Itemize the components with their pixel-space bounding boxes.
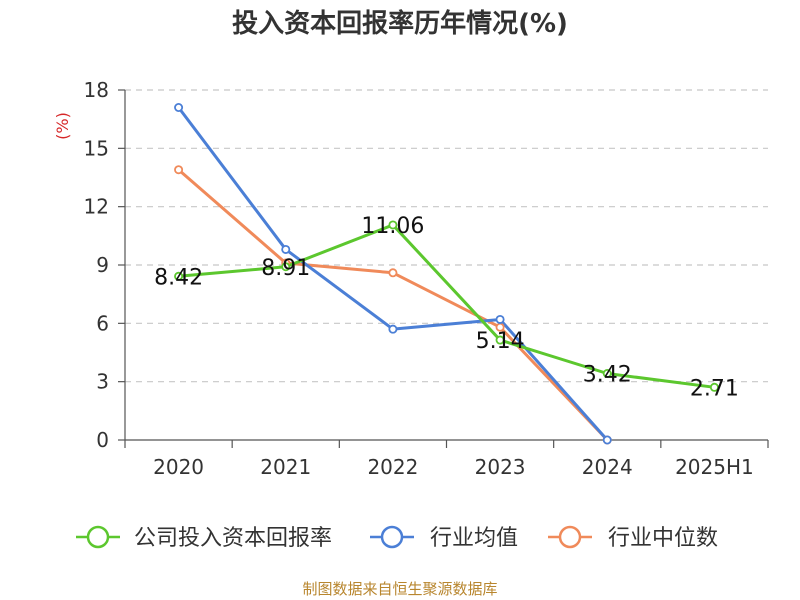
legend-marker-0 [86,525,110,549]
y-tick-label: 0 [96,428,109,452]
legend-label-1: 行业均值 [430,526,518,551]
x-tick-label: 2021 [260,455,311,479]
series-lines [177,106,715,442]
x-tick-label: 2024 [582,455,633,479]
data-point-s2 [174,165,184,175]
data-point-s0 [495,335,505,345]
series-line-0 [178,223,715,389]
y-tick-label: 12 [84,195,109,219]
y-axis-label: (%) [53,112,72,140]
data-label: 2.71 [690,376,739,401]
series-points [174,103,719,445]
x-tick-label: 2022 [367,455,418,479]
legend: 公司投入资本回报率 行业均值 行业中位数 [76,525,718,551]
data-label: 8.91 [261,256,310,281]
legend-marker-2 [558,525,582,549]
chart-title: 投入资本回报率历年情况(%) [232,9,568,39]
legend-marker-1 [380,525,404,549]
data-labels: 8.42 8.91 11.06 5.14 3.42 2.71 [154,214,739,401]
axes: 0 3 6 9 12 15 18 2020 2021 2022 2023 2024 2025H1 (%) [53,78,769,479]
legend-label-2: 行业中位数 [608,526,718,551]
data-point-s0 [709,382,719,392]
y-tick-label: 15 [84,136,109,160]
data-label: 8.42 [154,265,203,290]
y-tick-label: 3 [96,370,109,394]
data-label: 3.42 [583,363,632,388]
data-point-s0 [602,368,612,378]
data-point-s1 [602,435,612,445]
data-point-s1 [495,314,505,324]
y-tick-label: 6 [96,311,109,335]
source-note: 制图数据来自恒生聚源数据库 [302,580,498,598]
x-tick-label: 2025H1 [675,455,754,479]
data-point-s0 [174,271,184,281]
data-point-s0 [388,220,398,230]
data-point-s0 [281,262,291,272]
data-point-s1 [388,324,398,334]
data-point-s2 [388,268,398,278]
data-label: 11.06 [361,214,424,239]
y-tick-label: 18 [84,78,109,102]
legend-label-0: 公司投入资本回报率 [134,526,332,551]
x-tick-label: 2020 [153,455,204,479]
grid-lines [125,89,768,383]
series-line-2 [177,168,609,442]
data-point-s1 [174,103,184,113]
data-point-s1 [281,244,291,254]
x-tick-label: 2023 [475,455,526,479]
data-label: 5.14 [476,329,525,354]
y-tick-label: 9 [96,253,109,277]
